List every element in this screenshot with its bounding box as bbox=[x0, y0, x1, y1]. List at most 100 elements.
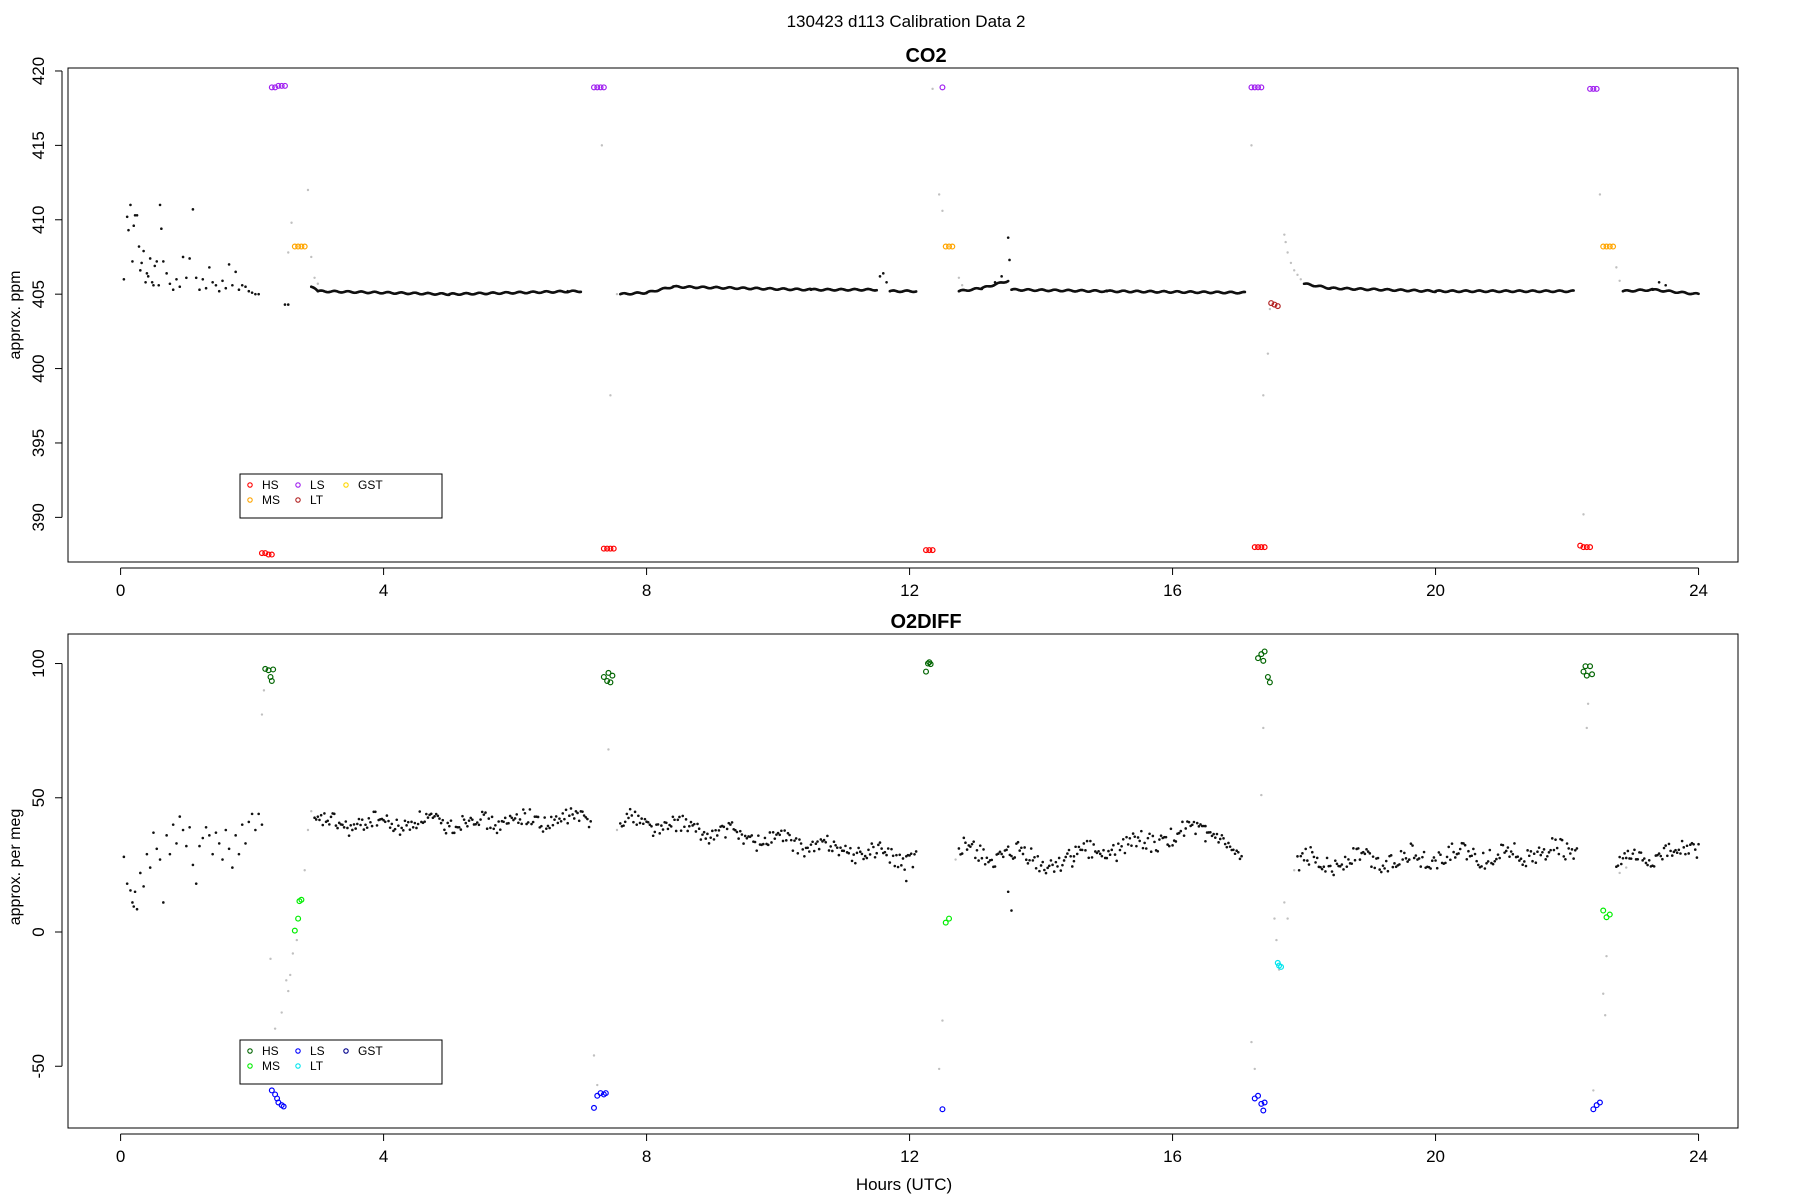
o2diff-ambient-point bbox=[165, 834, 168, 837]
o2diff-ambient-point bbox=[1357, 847, 1360, 850]
co2-ambient-point bbox=[214, 283, 218, 287]
o2diff-ambient-point bbox=[1010, 909, 1013, 912]
o2diff-ambient-point bbox=[1020, 846, 1023, 850]
o2diff-ambient-point bbox=[831, 849, 834, 853]
o2diff-ambient-point bbox=[1110, 848, 1114, 852]
o2diff-ambient-point bbox=[1570, 848, 1574, 851]
o2diff-ambient-point bbox=[1519, 857, 1523, 861]
o2diff-ambient-point bbox=[510, 816, 514, 820]
co2-ambient-point bbox=[139, 269, 142, 272]
o2diff-ambient-point bbox=[367, 817, 371, 820]
o2diff-x-tick-label: 12 bbox=[900, 1147, 919, 1166]
o2diff-ambient-point bbox=[485, 827, 489, 831]
o2diff-ambient-point bbox=[773, 837, 777, 840]
o2diff-ambient-point bbox=[564, 808, 568, 812]
o2diff-ambient-point bbox=[1071, 865, 1074, 868]
o2diff-ambient-point bbox=[1333, 859, 1337, 862]
co2-ambient-point bbox=[1000, 275, 1003, 278]
o2diff-ambient-point bbox=[870, 842, 874, 845]
co2-hs-point bbox=[1255, 544, 1262, 551]
o2diff-ambient-point bbox=[1575, 847, 1579, 850]
co2-plot-frame bbox=[67, 67, 1739, 563]
o2diff-ambient-point bbox=[1064, 855, 1068, 859]
co2-y-tick-label: 390 bbox=[29, 503, 48, 531]
co2-legend-label-ls: LS bbox=[310, 478, 325, 492]
co2-ambient-point bbox=[224, 286, 228, 290]
co2-x-tick-label: 0 bbox=[116, 581, 125, 600]
o2diff-ambient-point bbox=[697, 827, 701, 831]
o2diff-ambient-point bbox=[1072, 859, 1076, 863]
o2diff-ambient-point bbox=[1562, 855, 1566, 858]
o2diff-ambient-point bbox=[862, 857, 865, 861]
o2diff-ambient-point bbox=[1485, 861, 1488, 865]
o2diff-ambient-point bbox=[1560, 838, 1564, 842]
o2diff-transition-point bbox=[607, 748, 610, 751]
o2diff-ambient-point bbox=[1123, 851, 1127, 855]
o2diff-transition-point bbox=[295, 938, 299, 942]
o2diff-ambient-point bbox=[1005, 848, 1008, 852]
o2diff-transition-point bbox=[941, 1019, 944, 1022]
o2diff-ambient-point bbox=[1633, 848, 1636, 852]
o2diff-ambient-point bbox=[328, 823, 331, 826]
o2diff-lt-point bbox=[1278, 963, 1285, 970]
o2diff-ambient-point bbox=[344, 820, 348, 823]
o2diff-ambient-point bbox=[408, 828, 412, 831]
o2diff-ambient-point bbox=[1659, 854, 1663, 858]
o2diff-ambient-point bbox=[811, 840, 814, 844]
o2diff-ambient-point bbox=[191, 863, 195, 867]
o2diff-ambient-point bbox=[490, 815, 494, 819]
o2diff-ls-point bbox=[268, 1087, 275, 1094]
o2diff-ms-point bbox=[942, 919, 949, 926]
co2-transition-point bbox=[1296, 273, 1299, 277]
o2diff-axes: 0 4 8 12 16 20 24 -50 0 50 100 bbox=[29, 649, 1708, 1166]
o2diff-ambient-point bbox=[400, 826, 403, 830]
o2diff-hs-point bbox=[1264, 673, 1271, 680]
o2diff-ambient-point bbox=[1144, 847, 1148, 850]
o2diff-ambient-point bbox=[867, 848, 870, 852]
o2diff-ambient-point bbox=[784, 839, 788, 842]
o2diff-ambient-point bbox=[711, 829, 714, 833]
o2diff-ambient-point bbox=[1000, 852, 1003, 856]
o2diff-ambient-point bbox=[1347, 858, 1350, 861]
co2-transition-point bbox=[615, 292, 619, 296]
co2-ambient-point bbox=[175, 277, 178, 281]
co2-hs-point bbox=[1261, 544, 1268, 551]
o2diff-ambient-point bbox=[1516, 855, 1520, 858]
o2diff-ambient-point bbox=[148, 866, 152, 869]
o2diff-ambient-point bbox=[553, 818, 556, 821]
co2-ls-point bbox=[268, 84, 275, 91]
o2diff-ambient-point bbox=[1693, 848, 1697, 851]
o2diff-ambient-point bbox=[323, 812, 326, 815]
o2diff-ambient-point bbox=[507, 821, 510, 825]
o2diff-ambient-point bbox=[1366, 850, 1370, 853]
o2diff-ambient-point bbox=[162, 901, 165, 904]
co2-transition-point bbox=[313, 276, 316, 280]
o2diff-ambient-point bbox=[893, 864, 897, 868]
o2diff-ambient-point bbox=[980, 856, 984, 860]
o2diff-ambient-point bbox=[237, 852, 241, 856]
o2diff-ambient-point bbox=[1174, 840, 1178, 843]
o2diff-ambient-point bbox=[1102, 848, 1105, 852]
o2diff-ambient-point bbox=[1190, 823, 1194, 827]
o2diff-hs-point bbox=[268, 677, 275, 684]
o2diff-ambient-point bbox=[1199, 823, 1202, 826]
o2diff-x-tick-label: 4 bbox=[379, 1147, 388, 1166]
co2-ambient-point bbox=[250, 291, 254, 294]
o2diff-ambient-point bbox=[669, 825, 673, 828]
o2diff-ambient-point bbox=[1572, 857, 1575, 860]
o2diff-ambient-point bbox=[1689, 843, 1692, 847]
co2-transition-point bbox=[1598, 193, 1602, 196]
o2diff-ambient-point bbox=[131, 901, 134, 904]
o2diff-ambient-point bbox=[1430, 859, 1434, 863]
o2diff-ambient-point bbox=[673, 818, 676, 822]
o2diff-ambient-point bbox=[1386, 869, 1390, 873]
co2-transition-point bbox=[316, 282, 320, 285]
o2diff-ambient-point bbox=[637, 814, 640, 818]
o2diff-ambient-point bbox=[766, 843, 770, 847]
o2diff-ambient-point bbox=[1125, 835, 1128, 839]
o2diff-transition-point bbox=[269, 957, 272, 961]
o2diff-ambient-point bbox=[1062, 859, 1066, 862]
o2diff-ambient-point bbox=[628, 807, 632, 811]
co2-ambient-point bbox=[188, 257, 191, 260]
o2diff-ambient-point bbox=[201, 836, 205, 840]
